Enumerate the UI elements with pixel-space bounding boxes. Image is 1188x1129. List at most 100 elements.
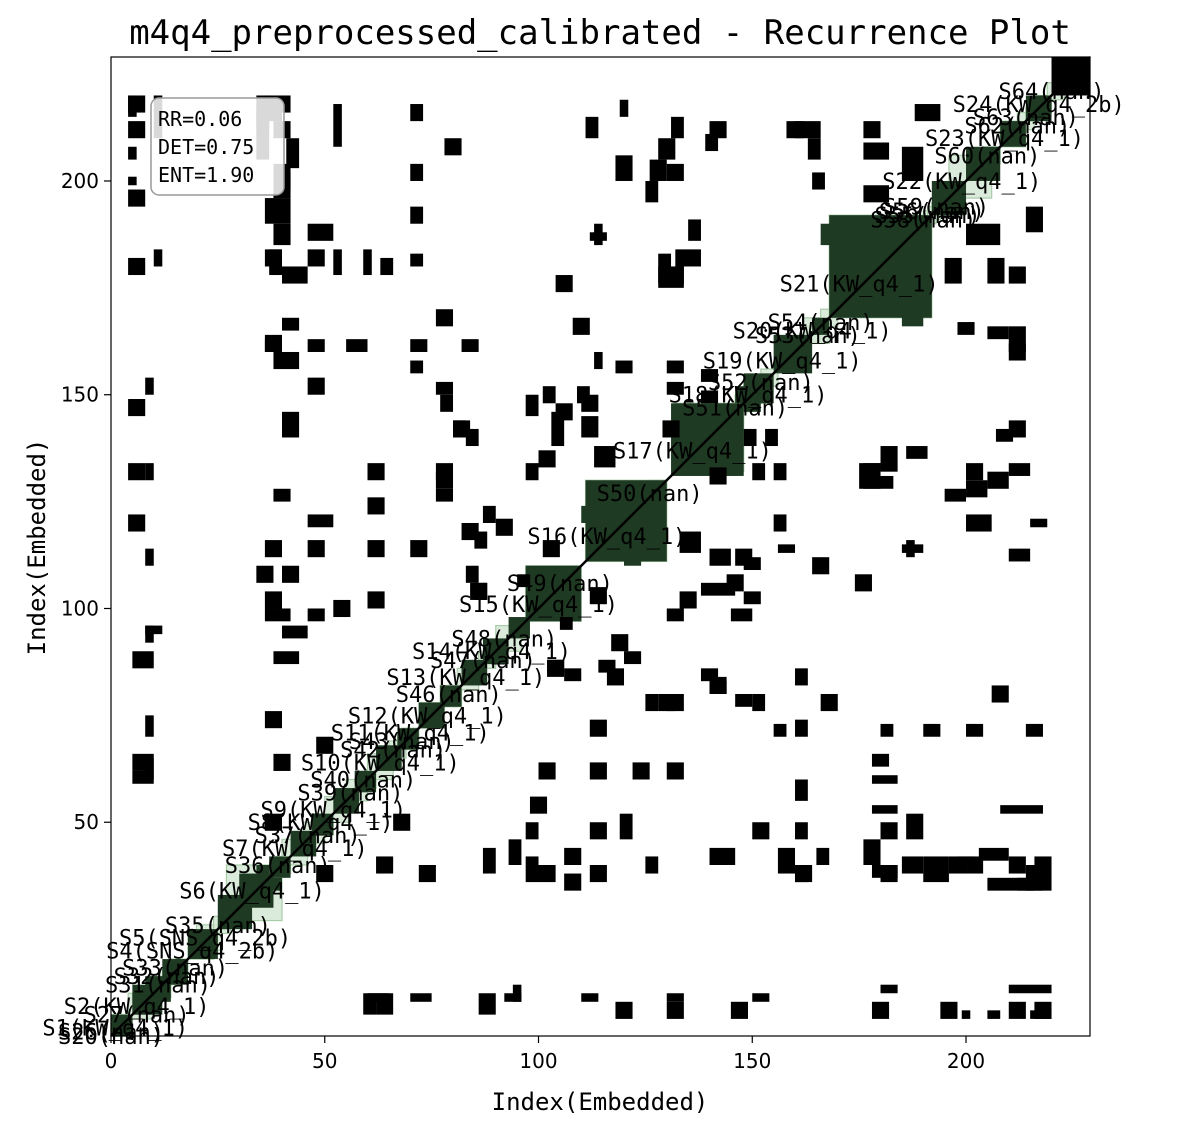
recurrence-block <box>525 856 539 883</box>
recurrence-block <box>709 847 736 865</box>
recurrence-block <box>863 185 890 203</box>
recurrence-block <box>461 339 479 352</box>
recurrence-block <box>581 416 599 438</box>
recurrence-block <box>132 770 154 784</box>
recurrence-block <box>264 608 291 622</box>
recurrence-block <box>709 681 727 694</box>
recurrence-block <box>555 275 573 293</box>
recurrence-block <box>128 121 146 139</box>
recurrence-block <box>594 446 616 468</box>
recurrence-block <box>666 360 684 374</box>
recurrence-block <box>128 189 146 207</box>
segment-label: S58(nan) <box>870 208 976 233</box>
recurrence-block <box>987 326 1009 340</box>
recurrence-block <box>273 223 291 246</box>
recurrence-block <box>773 463 787 481</box>
recurrence-block <box>435 471 454 489</box>
recurrence-block <box>1025 723 1043 737</box>
recurrence-block <box>585 116 599 139</box>
recurrence-block <box>666 163 684 181</box>
recurrence-block <box>264 711 283 729</box>
recurrence-block <box>564 847 582 865</box>
segment-label: S56(nan) <box>879 200 985 225</box>
recurrence-block <box>987 471 1009 489</box>
segment-label: S40(nan) <box>310 768 416 793</box>
y-tick-label: 200 <box>61 169 99 193</box>
recurrence-block <box>538 762 556 780</box>
recurrence-block <box>153 249 163 267</box>
recurrence-block <box>863 463 881 481</box>
x-tick-label: 50 <box>312 1049 337 1073</box>
recurrence-block <box>444 138 462 156</box>
recurrence-block <box>363 249 372 276</box>
recurrence-block <box>666 266 684 284</box>
recurrence-block <box>435 309 454 327</box>
recurrence-block <box>128 514 146 532</box>
recurrence-block <box>482 505 496 523</box>
recurrence-block <box>465 565 479 583</box>
recurrence-block <box>995 428 1014 442</box>
recurrence-block <box>795 121 821 139</box>
recurrence-block <box>478 993 496 1015</box>
recurrence-block <box>376 993 394 1015</box>
recurrence-block <box>282 317 300 331</box>
recurrence-block <box>795 779 808 801</box>
recurrence-block <box>264 877 283 891</box>
recurrence-block <box>606 668 625 686</box>
recurrence-block <box>307 339 325 352</box>
recurrence-block <box>795 668 808 686</box>
recurrence-block <box>837 253 864 284</box>
recurrence-block <box>1008 856 1026 874</box>
recurrence-block <box>1025 206 1043 233</box>
recurrence-block <box>987 1010 1001 1019</box>
recurrence-block <box>675 249 701 267</box>
recurrence-block <box>880 446 898 472</box>
recurrence-block <box>619 813 633 840</box>
recurrence-block <box>624 651 642 665</box>
recurrence-block <box>264 591 283 609</box>
recurrence-block <box>795 822 808 840</box>
recurrence-block <box>589 719 607 737</box>
recurrence-block <box>559 617 573 630</box>
recurrence-block <box>256 864 270 883</box>
recurrence-block <box>730 1001 748 1019</box>
line-of-identity <box>110 56 1091 1037</box>
segment-label: S2(KW_q4_1) <box>64 995 210 1020</box>
recurrence-block <box>863 839 881 865</box>
recurrence-block <box>273 351 300 370</box>
recurrence-block <box>1008 326 1026 352</box>
recurrence-block <box>453 420 466 438</box>
recurrence-block <box>555 403 573 421</box>
segment-label: S47(nan) <box>430 649 536 674</box>
recurrence-block <box>966 463 984 481</box>
recurrence-block <box>795 719 808 737</box>
segment-label: S13(KW_q4_1) <box>386 666 545 691</box>
recurrence-block <box>666 608 684 622</box>
recurrence-block <box>944 488 967 502</box>
segment-label: S59(nan) <box>883 196 989 221</box>
recurrence-block <box>671 116 684 139</box>
recurrence-block <box>666 1001 684 1019</box>
stat-ent: ENT=1.90 <box>158 163 254 187</box>
recurrence-block <box>854 574 872 592</box>
recurrence-block <box>482 847 496 874</box>
recurrence-block <box>256 565 274 583</box>
recurrence-block <box>307 249 325 267</box>
recurrence-block <box>367 540 385 558</box>
recurrence-block <box>128 95 146 113</box>
recurrence-block <box>145 377 154 395</box>
recurrence-block <box>752 993 770 1002</box>
recurrence-block <box>418 864 436 883</box>
segment-label: S62(nan) <box>964 114 1070 139</box>
recurrence-block <box>517 574 530 588</box>
recurrence-block <box>649 159 667 181</box>
recurrence-block <box>307 608 325 622</box>
recurrence-block <box>777 847 796 874</box>
recurrence-block <box>752 822 770 840</box>
recurrence-block <box>619 99 629 117</box>
segment-label: S20(KW_q4_1) <box>733 320 892 345</box>
recurrence-block <box>662 420 680 438</box>
recurrence-block <box>863 223 881 241</box>
recurrence-block <box>940 1001 958 1019</box>
